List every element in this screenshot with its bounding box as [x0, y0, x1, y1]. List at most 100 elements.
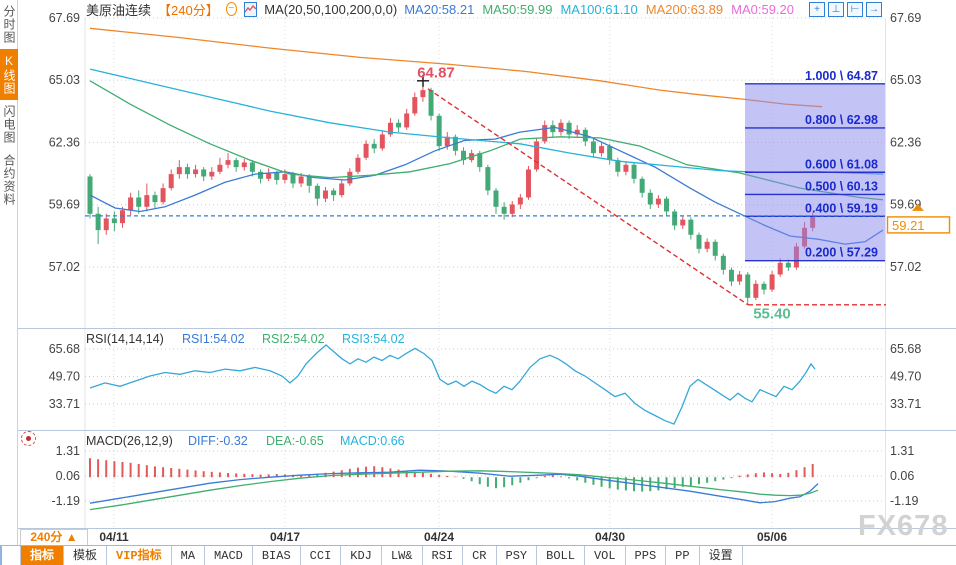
svg-text:65.68: 65.68 [49, 342, 80, 356]
date-tick-label: 04/24 [423, 530, 455, 544]
svg-text:MACD:0.66: MACD:0.66 [340, 434, 405, 448]
svg-text:0.06: 0.06 [890, 469, 914, 483]
svg-text:65.03: 65.03 [49, 73, 80, 87]
svg-text:RSI1:54.02: RSI1:54.02 [182, 332, 245, 346]
price-gridlines: 67.69 67.69 65.03 65.03 62.36 62.36 59.69 59.69… [49, 11, 922, 274]
sidebar-tab-1[interactable]: 分时图 [2, 5, 16, 44]
chart-header: 美原油连续 【240分】 − MA(20,50,100,200,0,0) MA2… [86, 0, 950, 18]
svg-text:RSI2:54.02: RSI2:54.02 [262, 332, 325, 346]
svg-text:MACD(26,12,9): MACD(26,12,9) [86, 434, 173, 448]
svg-text:57.02: 57.02 [49, 260, 80, 274]
ma-value-label: MA50:59.99 [482, 1, 553, 17]
toolbar-button-PPS[interactable]: PPS [626, 546, 667, 565]
toolbar-button-PSY[interactable]: PSY [497, 546, 538, 565]
svg-text:65.68: 65.68 [890, 342, 921, 356]
svg-text:67.69: 67.69 [890, 11, 921, 25]
sidebar-tab-3[interactable]: 闪电图 [2, 105, 16, 144]
time-axis-row: 240分 ▲ 04/11 04/17 04/24 04/30 05/06 [0, 528, 956, 546]
ma-settings-label: MA(20,50,100,200,0,0) [264, 1, 398, 17]
indicator-settings-icon[interactable]: − [225, 2, 237, 16]
toolbar-button-PP[interactable]: PP [666, 546, 700, 565]
svg-text:33.71: 33.71 [49, 397, 80, 411]
ma-value-label: MA0:59.20 [731, 1, 794, 17]
candlesticks [87, 83, 816, 305]
macd-diff-line [89, 469, 819, 504]
toolbar-button-设置[interactable]: 设置 [700, 546, 743, 565]
date-tick-label: 04/11 [99, 530, 129, 544]
svg-text:62.36: 62.36 [890, 135, 921, 149]
svg-text:-1.19: -1.19 [890, 494, 919, 508]
toolbar-spacer [0, 546, 21, 565]
toolbar-button-CCI[interactable]: CCI [301, 546, 342, 565]
svg-text:0.06: 0.06 [56, 469, 80, 483]
svg-text:RSI(14,14,14): RSI(14,14,14) [86, 332, 164, 346]
sidebar-tab-2[interactable]: K线图 [0, 49, 18, 100]
toolbar-button-指标[interactable]: 指标 [21, 546, 65, 565]
toolbar-button-MA[interactable]: MA [172, 546, 206, 565]
toolbar-button-VIP指标[interactable]: VIP指标 [107, 546, 172, 565]
svg-text:1.31: 1.31 [890, 444, 914, 458]
trendline [427, 88, 886, 306]
header-tool-icons: + ⊥ ⊢ → [809, 1, 882, 17]
svg-text:0.400 \ 59.19: 0.400 \ 59.19 [805, 201, 878, 215]
vertical-gridlines [113, 18, 773, 528]
detach-panel-icon[interactable]: → [866, 1, 882, 17]
toolbar-button-MACD[interactable]: MACD [205, 546, 253, 565]
date-tick-label: 04/17 [269, 530, 301, 544]
ma-value-label: MA100:61.10 [560, 1, 638, 17]
toolbar-button-BIAS[interactable]: BIAS [253, 546, 301, 565]
macd-panel: 1.31 1.31 0.06 0.06 -1.19 -1.19 MACD(26,12,9) D… [52, 434, 919, 511]
svg-text:65.03: 65.03 [890, 73, 921, 87]
toolbar-button-RSI[interactable]: RSI [423, 546, 464, 565]
svg-text:0.600 \ 61.08: 0.600 \ 61.08 [805, 157, 878, 171]
svg-text:59.69: 59.69 [890, 198, 921, 212]
svg-text:0.800 \ 62.98: 0.800 \ 62.98 [805, 113, 878, 127]
svg-text:67.69: 67.69 [49, 11, 80, 25]
macd-dea-line [89, 470, 819, 511]
toolbar-button-LW&[interactable]: LW& [382, 546, 423, 565]
sidebar-tab-4[interactable]: 合约资料 [2, 154, 16, 206]
svg-text:0.200 \ 57.29: 0.200 \ 57.29 [805, 246, 878, 260]
toolbar-button-CR[interactable]: CR [463, 546, 497, 565]
left-tab-sidebar: 分时图 K线图闪电图合约资料 [0, 0, 18, 565]
svg-text:57.02: 57.02 [890, 260, 921, 274]
ma-value-label: MA20:58.21 [404, 1, 475, 17]
svg-text:1.000 \ 64.87: 1.000 \ 64.87 [805, 69, 878, 83]
low-price-label: 55.40 [753, 305, 791, 322]
watermark: FX678 [858, 510, 949, 542]
rsi-panel: 65.68 65.68 49.70 49.70 33.71 33.71 RSI(14,14,… [49, 332, 921, 425]
period-selector-button[interactable]: 240分 ▲ [20, 529, 88, 546]
peak-price-label: 64.87 [417, 64, 455, 81]
svg-text:49.70: 49.70 [49, 369, 80, 383]
svg-text:59.21: 59.21 [892, 218, 925, 233]
svg-text:49.70: 49.70 [890, 369, 921, 383]
svg-text:1.31: 1.31 [56, 444, 80, 458]
toolbar-button-模板[interactable]: 模板 [64, 546, 108, 565]
crosshair-icon[interactable]: + [809, 1, 825, 17]
macd-settings-sun-icon[interactable] [21, 431, 36, 446]
indicator-toolbar: 指标 模板 VIP指标 MA MACD BIAS CCI KDJ LW& RSI CR PSY BOLL… [0, 545, 956, 565]
svg-text:59.69: 59.69 [49, 198, 80, 212]
date-tick-label: 05/06 [756, 530, 788, 544]
ma-legend: MA20:58.21 MA50:59.99 MA100:61.10 MA200:63.… [404, 2, 802, 17]
toolbar-button-VOL[interactable]: VOL [585, 546, 626, 565]
y-axis-scale-icon[interactable]: ⊥ [828, 1, 844, 17]
svg-text:DEA:-0.65: DEA:-0.65 [266, 434, 324, 448]
period-label: 【240分】 [158, 2, 219, 18]
svg-text:RSI3:54.02: RSI3:54.02 [342, 332, 405, 346]
rsi-line [89, 344, 816, 425]
toolbar-button-KDJ[interactable]: KDJ [341, 546, 382, 565]
toolbar-button-BOLL[interactable]: BOLL [537, 546, 585, 565]
svg-text:33.71: 33.71 [890, 397, 921, 411]
x-axis-scale-icon[interactable]: ⊢ [847, 1, 863, 17]
fibonacci-retracement: 1.000 \ 64.87 0.800 \ 62.98 0.600 \ 61.08 0… [745, 69, 885, 262]
svg-text:DIFF:-0.32: DIFF:-0.32 [188, 434, 248, 448]
ma-value-label: MA200:63.89 [645, 1, 724, 17]
svg-text:0.500 \ 60.13: 0.500 \ 60.13 [805, 179, 878, 193]
candlestick-chart-icon[interactable] [243, 1, 258, 17]
current-price-tag: 59.21 [886, 203, 951, 234]
svg-text:-1.19: -1.19 [52, 494, 81, 508]
svg-text:62.36: 62.36 [49, 135, 80, 149]
